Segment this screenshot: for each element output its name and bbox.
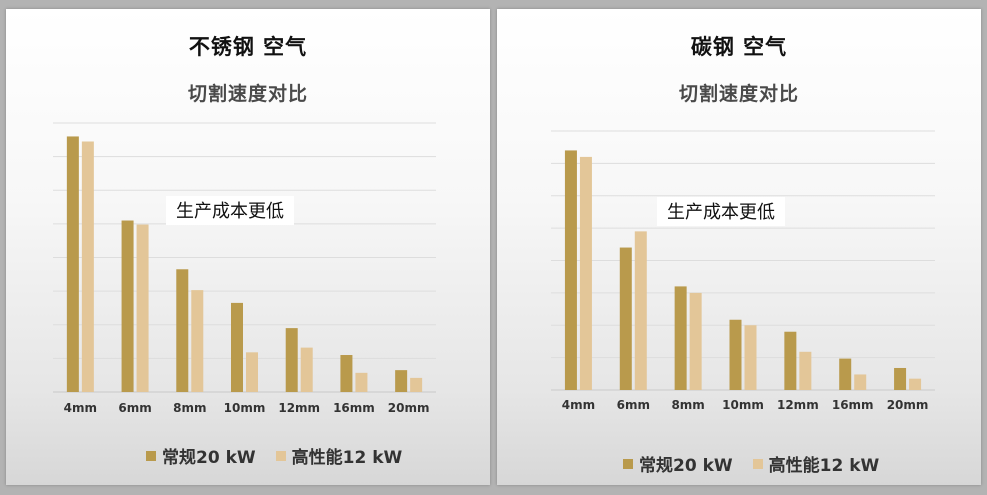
bar-series-a-16mm [340, 355, 353, 392]
bar-series-b-16mm [854, 374, 867, 390]
x-tick-label: 4mm [64, 401, 97, 415]
bar-series-a-20mm [894, 367, 907, 390]
x-tick-label: 10mm [224, 401, 266, 415]
bar-series-a-4mm [564, 150, 577, 390]
chart-legend: 常规20 kW 高性能12 kW [623, 451, 879, 476]
legend-label: 高性能12 kW [291, 448, 403, 468]
chart-panel-stainless: 不锈钢 空气 切割速度对比 4mm 6mm 8mm 10mm 12mm 16mm 20mm … [6, 9, 490, 485]
chart-panel-carbon: 碳钢 空气 切割速度对比 4mm 6mm 8mm 10mm 12mm 16mm 20mm 生… [497, 9, 981, 485]
bar-series-b-4mm [81, 141, 94, 392]
bar-series-b-20mm [909, 378, 922, 390]
bar-series-a-4mm [66, 136, 79, 392]
chart-title: 不锈钢 空气 [188, 35, 308, 59]
x-tick-label: 16mm [832, 398, 874, 412]
x-tick-label: 20mm [388, 401, 430, 415]
bar-series-b-10mm [744, 325, 757, 390]
chart-plot-area: 4mm 6mm 8mm 10mm 12mm 16mm 20mm [53, 122, 436, 415]
legend-label: 常规20 kW [162, 448, 256, 468]
chart-subtitle: 切割速度对比 [187, 83, 308, 105]
chart-plot-area: 4mm 6mm 8mm 10mm 12mm 16mm 20mm [551, 130, 935, 412]
x-tick-label: 4mm [562, 398, 595, 412]
legend-label: 常规20 kW [639, 456, 733, 476]
legend-item-series-a: 常规20 kW [146, 443, 256, 468]
x-tick-label: 20mm [887, 398, 929, 412]
x-tick-label: 8mm [671, 398, 704, 412]
x-tick-label: 12mm [278, 401, 320, 415]
bar-series-b-6mm [634, 231, 647, 390]
chart-annotation: 生产成本更低 [657, 197, 785, 226]
bar-series-a-8mm [674, 286, 687, 390]
bar-series-a-8mm [176, 269, 189, 392]
x-tick-label: 8mm [173, 401, 206, 415]
bar-series-b-10mm [246, 352, 258, 392]
chart-annotation: 生产成本更低 [166, 196, 294, 225]
legend-label: 高性能12 kW [768, 456, 880, 476]
bar-series-b-8mm [191, 290, 204, 392]
bar-series-b-12mm [300, 347, 313, 392]
chart-legend: 常规20 kW 高性能12 kW [146, 443, 402, 468]
bar-series-b-8mm [689, 292, 702, 390]
x-tick-label: 12mm [777, 398, 819, 412]
legend-swatch [146, 450, 156, 461]
bar-series-a-6mm [121, 220, 134, 392]
bar-series-b-16mm [355, 372, 368, 392]
chart-subtitle: 切割速度对比 [678, 83, 799, 105]
legend-swatch [752, 458, 763, 469]
chart-title: 碳钢 空气 [690, 35, 788, 59]
bar-series-a-10mm [729, 319, 742, 390]
legend-item-series-a: 常规20 kW [623, 451, 733, 476]
x-tick-label: 6mm [617, 398, 650, 412]
bar-series-a-20mm [395, 370, 408, 392]
x-tick-label: 10mm [722, 398, 764, 412]
bar-series-a-10mm [231, 302, 243, 392]
bar-series-b-12mm [799, 351, 812, 390]
bar-series-a-12mm [285, 328, 298, 392]
bar-series-a-16mm [839, 358, 852, 390]
bar-series-b-20mm [410, 377, 423, 392]
bar-series-b-4mm [579, 156, 592, 390]
bar-series-a-6mm [619, 247, 632, 390]
legend-item-series-b: 高性能12 kW [275, 443, 403, 468]
legend-swatch [623, 458, 633, 469]
bar-series-b-6mm [136, 224, 149, 392]
x-tick-label: 6mm [118, 401, 151, 415]
legend-item-series-b: 高性能12 kW [752, 451, 880, 476]
x-tick-label: 16mm [333, 401, 375, 415]
bar-series-a-12mm [784, 331, 797, 390]
legend-swatch [275, 450, 286, 461]
